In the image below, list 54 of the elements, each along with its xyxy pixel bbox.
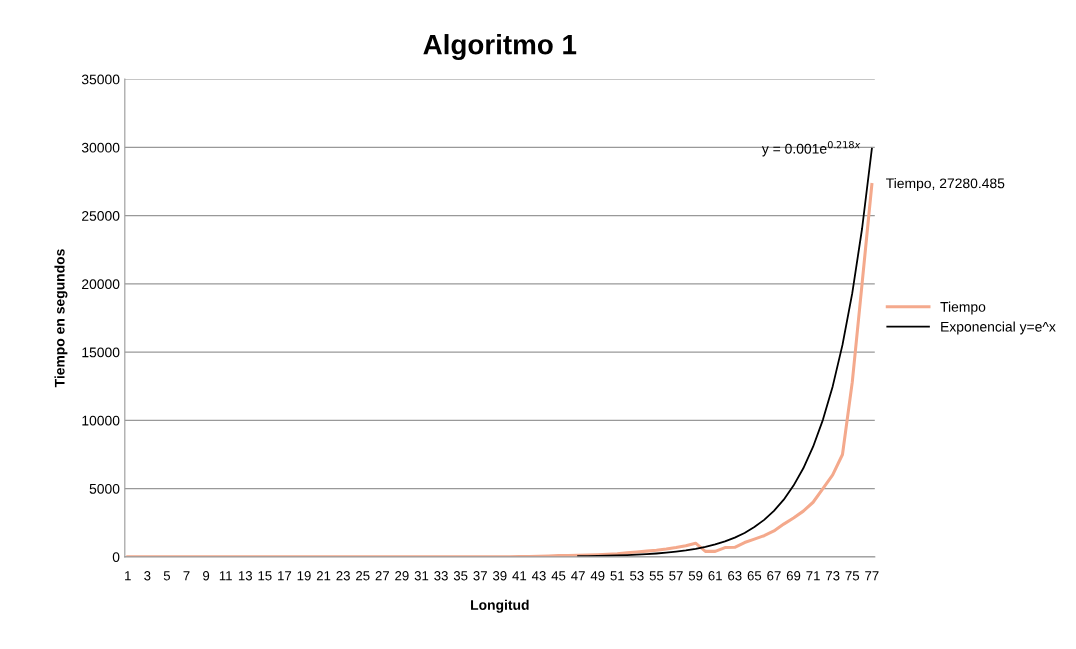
x-tick-label: 77 xyxy=(865,571,879,581)
x-tick-label: 17 xyxy=(278,571,292,581)
y-tick-label: 10000 xyxy=(82,415,120,426)
x-tick-label: 39 xyxy=(492,571,507,581)
x-tick-label: 69 xyxy=(786,571,801,581)
x-axis-title: Longitud xyxy=(471,599,529,613)
x-tick-label: 33 xyxy=(434,571,448,581)
x-tick-label: 1 xyxy=(125,571,131,581)
x-tick-label: 67 xyxy=(767,571,781,581)
y-tick-label: 0 xyxy=(112,552,120,563)
x-tick-label: 43 xyxy=(531,571,546,581)
x-tick-label: 23 xyxy=(336,571,350,581)
x-tick-label: 59 xyxy=(688,571,703,581)
x-tick-label: 65 xyxy=(747,571,762,581)
legend-label: Exponencial y=e^x xyxy=(941,321,1056,335)
x-tick-label: 7 xyxy=(183,571,190,581)
x-tick-label: 29 xyxy=(395,571,409,581)
x-tick-label: 37 xyxy=(473,571,487,581)
x-tick-label: 3 xyxy=(144,571,151,581)
x-tick-label: 71 xyxy=(806,571,820,581)
x-tick-label: 15 xyxy=(258,571,272,581)
x-tick-label: 47 xyxy=(571,571,585,581)
x-tick-label: 63 xyxy=(728,571,742,581)
x-tick-label: 9 xyxy=(203,571,210,581)
y-axis-title: Tiempo en segundos xyxy=(54,249,68,388)
x-tick-label: 5 xyxy=(163,571,171,581)
y-tick-label: 15000 xyxy=(82,347,120,358)
x-tick-label: 27 xyxy=(375,571,389,581)
x-tick-label: 25 xyxy=(356,571,370,581)
annotation: y = 0.001e$^{0.218x}$ xyxy=(761,141,861,157)
chart-title: Algoritmo 1 xyxy=(423,34,577,61)
x-tick-label: 51 xyxy=(610,571,624,581)
y-tick-label: 30000 xyxy=(81,142,120,153)
y-tick-label: 20000 xyxy=(82,279,120,290)
x-tick-label: 45 xyxy=(551,571,566,581)
annotation: Tiempo, 27280.485 xyxy=(886,178,1005,191)
x-tick-label: 31 xyxy=(414,571,429,581)
y-tick-label: 35000 xyxy=(81,74,120,85)
y-tick-label: 5000 xyxy=(89,483,120,494)
y-tick-label: 25000 xyxy=(82,210,120,221)
x-tick-label: 35 xyxy=(453,571,468,581)
x-tick-label: 61 xyxy=(708,571,722,581)
x-tick-label: 41 xyxy=(512,571,527,581)
x-tick-label: 73 xyxy=(826,571,840,581)
x-tick-label: 55 xyxy=(649,571,664,581)
x-tick-label: 57 xyxy=(669,571,683,581)
x-tick-label: 21 xyxy=(316,571,331,581)
x-tick-label: 11 xyxy=(219,571,232,581)
legend-label: Tiempo xyxy=(940,301,986,315)
x-tick-label: 49 xyxy=(590,571,605,581)
x-tick-label: 53 xyxy=(630,571,644,581)
x-tick-label: 19 xyxy=(297,571,311,581)
x-tick-label: 13 xyxy=(238,571,252,581)
x-tick-label: 75 xyxy=(845,571,860,581)
